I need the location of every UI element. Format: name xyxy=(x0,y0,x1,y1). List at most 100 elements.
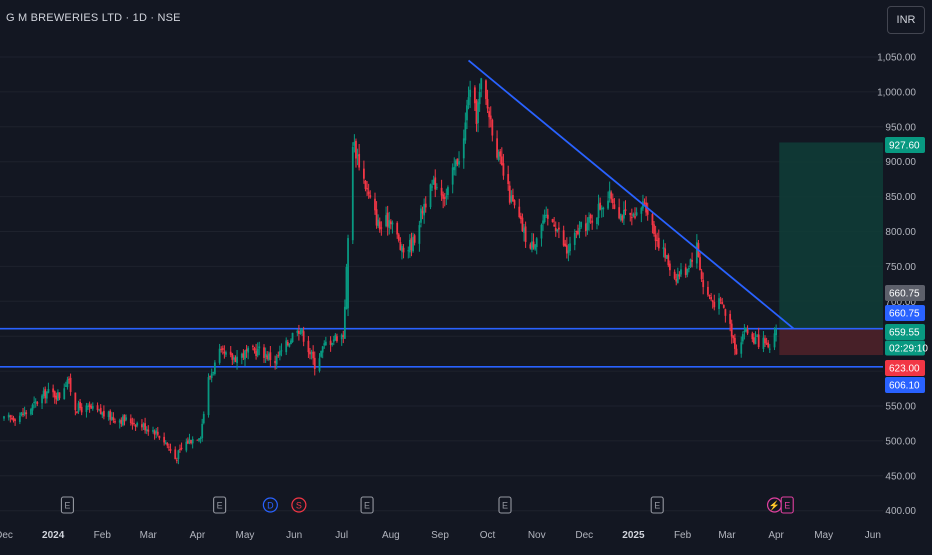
y-tick-label: 500.00 xyxy=(885,436,916,447)
candle-body xyxy=(210,373,213,378)
earnings-marker[interactable] xyxy=(213,496,227,514)
earnings-marker-label: E xyxy=(654,501,660,511)
candle-body xyxy=(58,392,61,399)
candle-body xyxy=(588,216,590,223)
x-tick-label: Dec xyxy=(0,530,13,541)
candle-body xyxy=(307,340,310,353)
candle-body xyxy=(407,250,410,252)
candle-body xyxy=(175,459,178,461)
candle-body xyxy=(732,335,735,339)
price-label-text: 659.55 xyxy=(889,328,920,339)
candle-body xyxy=(435,187,438,189)
candle-body xyxy=(589,214,592,219)
candle-body xyxy=(456,158,459,165)
candle-body xyxy=(90,406,93,409)
earnings-marker-label: E xyxy=(64,501,70,511)
candle-body xyxy=(63,388,66,400)
candle-body xyxy=(122,416,124,426)
split-marker[interactable] xyxy=(291,497,307,513)
candle-body xyxy=(163,436,166,443)
candle-body xyxy=(556,229,559,232)
candle-body xyxy=(225,352,227,355)
price-label-text: 606.10 xyxy=(889,381,920,392)
candle-body xyxy=(507,174,510,185)
candle-body xyxy=(353,141,356,146)
candle-body xyxy=(362,168,365,179)
candle-body xyxy=(109,410,112,420)
candle-body xyxy=(179,448,181,450)
target-zone[interactable] xyxy=(779,142,883,329)
currency-button[interactable]: INR xyxy=(887,6,925,34)
candle-body xyxy=(402,247,405,253)
x-tick-label: Sep xyxy=(431,530,449,541)
x-tick-label: Aug xyxy=(382,530,400,541)
candle-body xyxy=(312,351,315,359)
candle-body xyxy=(665,255,668,259)
candle-body xyxy=(209,375,212,377)
candle-body xyxy=(497,151,500,160)
candle-body xyxy=(380,227,383,229)
candle-body xyxy=(578,227,581,232)
candle-body xyxy=(691,259,693,262)
earnings-marker[interactable] xyxy=(360,496,374,514)
earnings-marker-label: E xyxy=(784,501,790,511)
x-tick-label: Apr xyxy=(190,530,206,541)
candle-body xyxy=(378,221,381,230)
candle-body xyxy=(751,333,754,340)
candle-body xyxy=(534,244,537,250)
stop-zone[interactable] xyxy=(779,328,883,356)
candle-body xyxy=(69,377,72,392)
x-tick-label: Dec xyxy=(575,530,593,541)
candle-body xyxy=(329,340,332,345)
y-tick-label: 450.00 xyxy=(885,471,916,482)
candle-body xyxy=(451,167,454,185)
candle-body xyxy=(740,342,743,354)
x-tick-label: Oct xyxy=(480,530,496,541)
earnings-marker[interactable] xyxy=(60,496,74,514)
candle-body xyxy=(489,115,492,120)
candle-body xyxy=(301,329,303,333)
candle-body xyxy=(42,390,45,397)
candle-body xyxy=(429,184,432,208)
candle-body xyxy=(278,351,281,356)
dividend-marker[interactable] xyxy=(262,497,278,513)
candle-body xyxy=(399,242,402,250)
candle-body xyxy=(377,219,380,227)
candle-body xyxy=(531,241,533,250)
earnings-marker[interactable] xyxy=(650,496,664,514)
candle-body xyxy=(518,206,521,218)
price-label-tag xyxy=(885,285,925,301)
earnings-marker-label: E xyxy=(217,501,223,511)
earnings-marker[interactable] xyxy=(498,496,512,514)
candle-body xyxy=(519,215,522,220)
candle-body xyxy=(773,333,776,348)
earnings-marker[interactable] xyxy=(780,496,794,514)
candle-body xyxy=(269,352,272,361)
candle-body xyxy=(68,378,70,380)
candle-body xyxy=(107,411,110,418)
candle-body xyxy=(158,435,161,439)
trendline[interactable] xyxy=(467,59,795,330)
candle-body xyxy=(152,429,154,432)
candle-body xyxy=(291,332,294,343)
candle-body xyxy=(256,348,259,356)
price-label-text: 02:29:10 xyxy=(889,344,928,355)
candle-body xyxy=(131,422,134,425)
candle-body xyxy=(202,413,205,424)
candle-body xyxy=(340,334,343,340)
candle-body xyxy=(144,423,147,431)
candle-body xyxy=(110,416,113,421)
time-axis[interactable] xyxy=(0,523,883,550)
candle-body xyxy=(643,202,646,204)
candle-body xyxy=(418,225,421,244)
price-axis[interactable] xyxy=(883,0,932,550)
candle-body xyxy=(651,214,654,226)
candle-body xyxy=(255,350,257,356)
candle-body xyxy=(632,213,635,217)
earnings-marker-label: E xyxy=(502,501,508,511)
candle-body xyxy=(342,335,345,338)
candle-body xyxy=(756,335,758,337)
candle-body xyxy=(20,412,23,416)
